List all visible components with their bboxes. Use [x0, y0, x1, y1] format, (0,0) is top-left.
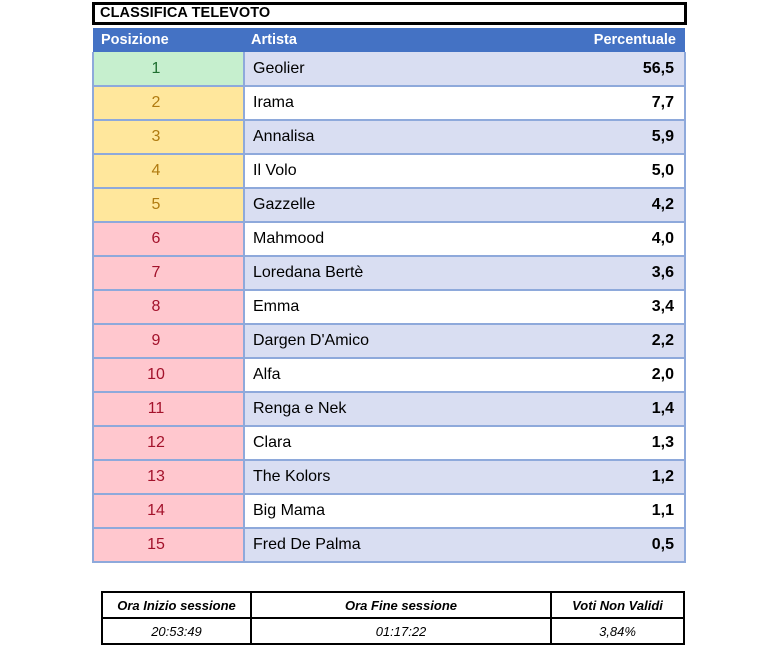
- table-row: 2 Irama 7,7: [92, 85, 686, 121]
- table-row: 15 Fred De Palma 0,5: [92, 527, 686, 563]
- session-header-end: Ora Fine sessione: [250, 591, 552, 619]
- cell-percentuale: 2,2: [547, 323, 686, 359]
- cell-posizione: 15: [92, 527, 245, 563]
- cell-posizione: 14: [92, 493, 245, 529]
- cell-artista: Mahmood: [244, 221, 547, 257]
- table-row: 12 Clara 1,3: [92, 425, 686, 461]
- table-row: 4 Il Volo 5,0: [92, 153, 686, 189]
- cell-posizione: 6: [92, 221, 245, 257]
- cell-posizione: 3: [92, 119, 245, 155]
- cell-artista: Geolier: [244, 52, 547, 87]
- table-row: 6 Mahmood 4,0: [92, 221, 686, 257]
- session-value-invalid: 3,84%: [550, 617, 685, 645]
- cell-percentuale: 3,4: [547, 289, 686, 325]
- cell-percentuale: 1,2: [547, 459, 686, 495]
- cell-percentuale: 7,7: [547, 85, 686, 121]
- table-row: 8 Emma 3,4: [92, 289, 686, 325]
- page-title: CLASSIFICA TELEVOTO: [100, 5, 271, 22]
- table-row: 13 The Kolors 1,2: [92, 459, 686, 495]
- session-value-row: 20:53:49 01:17:22 3,84%: [101, 617, 685, 645]
- table-row: 1 Geolier 56,5: [92, 52, 686, 87]
- cell-percentuale: 2,0: [547, 357, 686, 393]
- cell-artista: Big Mama: [244, 493, 547, 529]
- cell-posizione: 5: [92, 187, 245, 223]
- table-row: 14 Big Mama 1,1: [92, 493, 686, 529]
- session-info-table: Ora Inizio sessione Ora Fine sessione Vo…: [101, 591, 685, 645]
- cell-posizione: 7: [92, 255, 245, 291]
- session-header-start: Ora Inizio sessione: [101, 591, 252, 619]
- cell-artista: Loredana Bertè: [244, 255, 547, 291]
- cell-posizione: 12: [92, 425, 245, 461]
- cell-artista: The Kolors: [244, 459, 547, 495]
- cell-artista: Alfa: [244, 357, 547, 393]
- cell-artista: Annalisa: [244, 119, 547, 155]
- column-header-posizione: Posizione: [93, 28, 244, 52]
- session-info-body: 20:53:49 01:17:22 3,84%: [101, 617, 685, 645]
- ranking-table-header: Posizione Artista Percentuale: [93, 28, 685, 52]
- table-row: 9 Dargen D'Amico 2,2: [92, 323, 686, 359]
- table-row: 5 Gazzelle 4,2: [92, 187, 686, 223]
- cell-posizione: 1: [92, 52, 245, 87]
- session-value-end: 01:17:22: [250, 617, 552, 645]
- cell-percentuale: 5,9: [547, 119, 686, 155]
- cell-artista: Emma: [244, 289, 547, 325]
- cell-artista: Gazzelle: [244, 187, 547, 223]
- cell-posizione: 11: [92, 391, 245, 427]
- session-header-row: Ora Inizio sessione Ora Fine sessione Vo…: [101, 591, 685, 619]
- cell-artista: Irama: [244, 85, 547, 121]
- cell-percentuale: 1,3: [547, 425, 686, 461]
- column-header-artista: Artista: [244, 28, 547, 52]
- table-row: 3 Annalisa 5,9: [92, 119, 686, 155]
- cell-posizione: 4: [92, 153, 245, 189]
- table-row: 10 Alfa 2,0: [92, 357, 686, 393]
- cell-percentuale: 4,2: [547, 187, 686, 223]
- session-value-start: 20:53:49: [101, 617, 252, 645]
- cell-artista: Clara: [244, 425, 547, 461]
- cell-posizione: 9: [92, 323, 245, 359]
- cell-posizione: 10: [92, 357, 245, 393]
- table-row: 7 Loredana Bertè 3,6: [92, 255, 686, 291]
- cell-percentuale: 3,6: [547, 255, 686, 291]
- cell-percentuale: 4,0: [547, 221, 686, 257]
- cell-artista: Renga e Nek: [244, 391, 547, 427]
- ranking-table: Posizione Artista Percentuale 1 Geolier 56…: [92, 28, 686, 563]
- cell-posizione: 2: [92, 85, 245, 121]
- cell-percentuale: 0,5: [547, 527, 686, 563]
- cell-percentuale: 5,0: [547, 153, 686, 189]
- column-header-percentuale: Percentuale: [547, 28, 685, 52]
- cell-percentuale: 56,5: [547, 52, 686, 87]
- cell-artista: Il Volo: [244, 153, 547, 189]
- cell-artista: Fred De Palma: [244, 527, 547, 563]
- session-info-header: Ora Inizio sessione Ora Fine sessione Vo…: [101, 591, 685, 619]
- ranking-table-body: 1 Geolier 56,5 2 Irama 7,7 3 Annalisa 5,9 4 Il Vol…: [92, 52, 686, 563]
- cell-percentuale: 1,4: [547, 391, 686, 427]
- session-header-invalid: Voti Non Validi: [550, 591, 685, 619]
- cell-posizione: 13: [92, 459, 245, 495]
- header-row: Posizione Artista Percentuale: [93, 28, 685, 52]
- cell-posizione: 8: [92, 289, 245, 325]
- cell-percentuale: 1,1: [547, 493, 686, 529]
- table-title-box: CLASSIFICA TELEVOTO: [92, 2, 687, 25]
- cell-artista: Dargen D'Amico: [244, 323, 547, 359]
- table-row: 11 Renga e Nek 1,4: [92, 391, 686, 427]
